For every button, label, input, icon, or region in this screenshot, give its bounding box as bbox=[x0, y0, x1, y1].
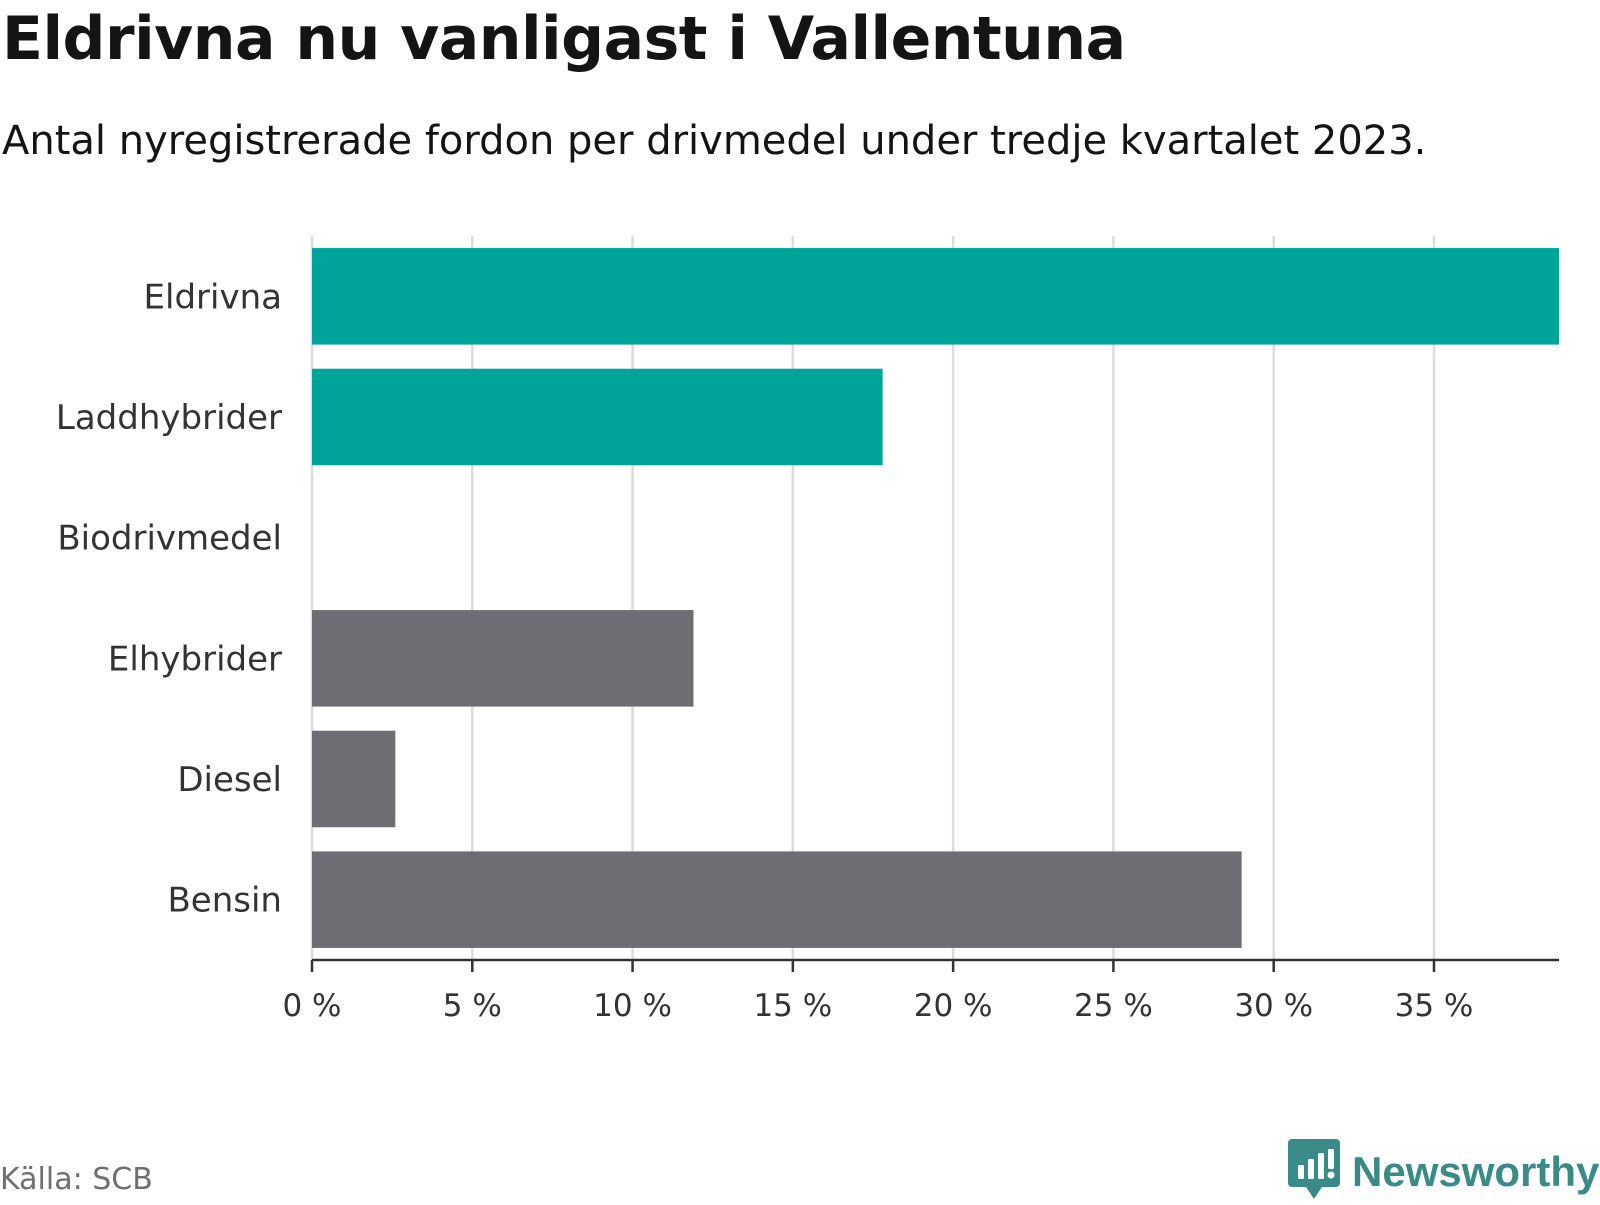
bar-elhybrider bbox=[312, 610, 694, 707]
x-tick-label: 10 % bbox=[593, 988, 672, 1024]
x-tick-label: 30 % bbox=[1234, 988, 1313, 1024]
bar-chart: 0 % 5 % 10 % 15 % 20 % 25 % 30 % 35 % Eldrivna L… bbox=[56, 236, 1559, 1024]
brand-name: Newsworthy bbox=[1352, 1148, 1600, 1195]
x-tick-label: 35 % bbox=[1395, 988, 1474, 1024]
brand-logo: Newsworthy bbox=[1288, 1139, 1600, 1205]
newsworthy-logo-icon bbox=[1288, 1139, 1340, 1205]
category-label: Diesel bbox=[177, 760, 282, 800]
bar-diesel bbox=[312, 730, 396, 828]
chart-subtitle: Antal nyregistrerade fordon per drivmede… bbox=[2, 118, 1427, 164]
category-label: Biodrivmedel bbox=[57, 519, 282, 559]
x-tick-label: 5 % bbox=[443, 988, 502, 1024]
category-label: Elhybrider bbox=[108, 639, 282, 679]
gridlines bbox=[310, 236, 1436, 960]
x-tick-label: 15 % bbox=[753, 988, 832, 1024]
x-tick-label: 25 % bbox=[1074, 988, 1153, 1024]
x-tick-label: 0 % bbox=[282, 988, 341, 1024]
category-label: Eldrivna bbox=[144, 277, 282, 317]
category-label: Bensin bbox=[167, 881, 282, 921]
category-label: Laddhybrider bbox=[56, 398, 282, 438]
source-note: Källa: SCB bbox=[0, 1162, 153, 1197]
bars bbox=[312, 248, 1559, 948]
x-axis: 0 % 5 % 10 % 15 % 20 % 25 % 30 % 35 % bbox=[282, 958, 1559, 1024]
category-labels: Eldrivna Laddhybrider Biodrivmedel Elhybrid… bbox=[56, 277, 282, 920]
x-tick-label: 20 % bbox=[914, 988, 993, 1024]
bar-laddhybrider bbox=[312, 368, 883, 466]
bar-bensin bbox=[312, 851, 1242, 948]
chart-title: Eldrivna nu vanligast i Vallentuna bbox=[2, 4, 1126, 74]
bar-eldrivna bbox=[312, 248, 1559, 345]
